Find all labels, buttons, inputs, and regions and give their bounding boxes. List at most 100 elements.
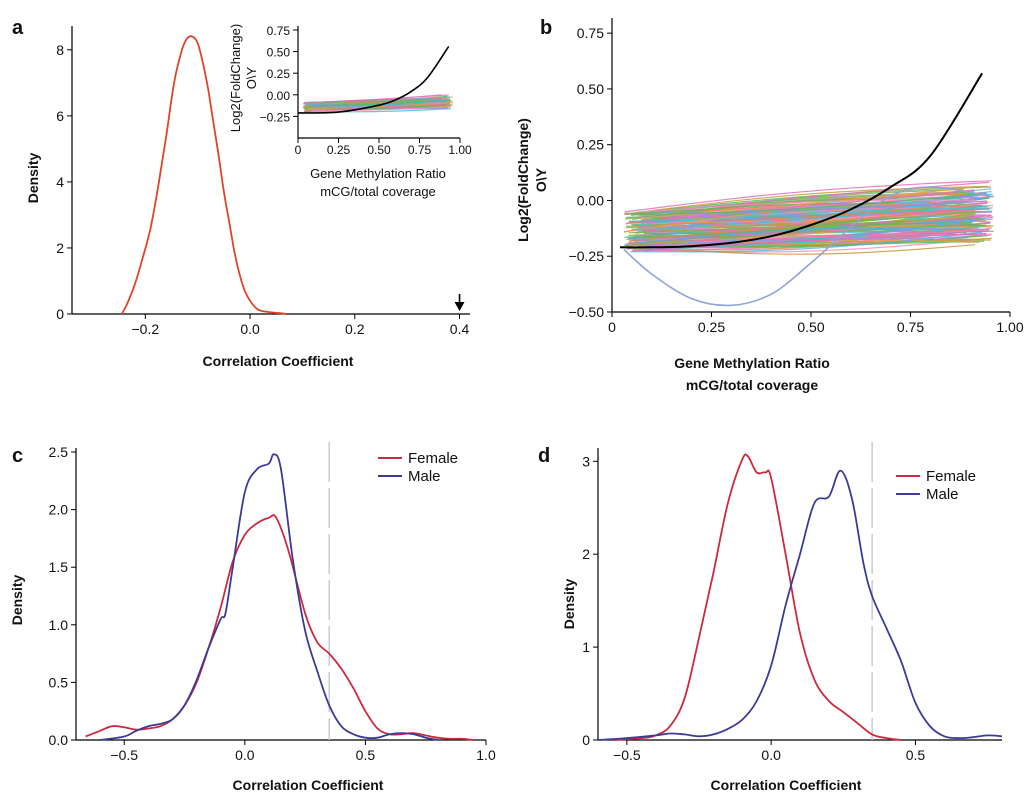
- y-tick-label: 2.0: [49, 502, 69, 518]
- x-tick-label: 0.75: [408, 143, 432, 157]
- panel-letter-a: a: [12, 17, 24, 39]
- y-tick-label: −0.25: [569, 248, 605, 264]
- panel-b-xlabel-line2: mCG/total coverage: [686, 377, 818, 393]
- panel-a-inset: Log2(FoldChange) O\Y Gene Methylation Ra…: [228, 24, 472, 199]
- y-tick-label: 0.0: [49, 732, 69, 748]
- panel-a-density-plot: −0.2 0.0 0.2 0.4 0 2 4 6 8: [56, 26, 470, 337]
- x-tick-label: 0.25: [698, 319, 725, 335]
- y-tick-label: 0.5: [49, 674, 69, 690]
- panel-b-plot: 0 0.25 0.50 0.75 1.00 −0.50 −0.25 0.00 0.25 0.50 0…: [569, 18, 1024, 335]
- y-tick-label: 1.5: [49, 559, 69, 575]
- inset-ylabel-line2: O\Y: [244, 66, 259, 89]
- y-tick-label: 1: [582, 639, 590, 655]
- gene-fit-line: [646, 207, 991, 225]
- y-tick-label: 0.75: [577, 25, 604, 41]
- gene-fit-line: [637, 186, 992, 214]
- y-tick-label: 0: [56, 306, 64, 322]
- x-tick-label: 0.0: [235, 747, 255, 763]
- y-tick-label: 6: [56, 108, 64, 124]
- y-tick-label: −0.25: [260, 110, 291, 124]
- panel-letter-d: d: [538, 445, 550, 467]
- legend-label-male: Male: [926, 486, 959, 503]
- inset-plot: 0 0.25 0.50 0.75 1.00 −0.25 0.00 0.25 0.50 0.75: [260, 24, 472, 157]
- panel-d-xlabel: Correlation Coefficient: [711, 777, 862, 793]
- y-tick-label: 2.5: [49, 444, 69, 460]
- x-tick-label: −0.5: [110, 747, 138, 763]
- panel-a: a Density Correlation Coefficient −0.2 0.…: [12, 17, 472, 369]
- x-tick-label: 0.5: [906, 747, 926, 763]
- y-tick-label: 0.00: [267, 89, 291, 103]
- y-tick-label: 0.75: [267, 24, 291, 38]
- y-tick-label: 0.25: [267, 67, 291, 81]
- y-tick-label: 2: [56, 240, 64, 256]
- inset-xlabel-line2: mCG/total coverage: [320, 184, 436, 199]
- density-curve: [120, 35, 287, 315]
- panel-c-xlabel: Correlation Coefficient: [233, 777, 384, 793]
- gene-fit-line: [631, 192, 987, 216]
- x-tick-label: 1.0: [476, 747, 496, 763]
- panel-c-plot: −0.5 0.0 0.5 1.0 0.0 0.5 1.0 1.5 2.0 2.5 FemaleMal…: [49, 442, 496, 763]
- x-tick-label: 0.50: [797, 319, 824, 335]
- y-tick-label: 0.50: [577, 81, 604, 97]
- y-tick-label: 3: [582, 453, 590, 469]
- gene-fit-line: [624, 185, 989, 215]
- arrow-head: [454, 302, 465, 311]
- overall-fit-curve: [619, 72, 983, 249]
- x-tick-label: 0.25: [327, 143, 351, 157]
- x-tick-label: 0.75: [897, 319, 924, 335]
- x-tick-label: 0.0: [240, 321, 260, 337]
- gene-fit-line: [624, 180, 992, 213]
- y-tick-label: 1.0: [49, 617, 69, 633]
- y-tick-label: 4: [56, 174, 64, 190]
- legend-label-male: Male: [408, 468, 441, 485]
- inset-overall-fit-curve: [297, 45, 450, 114]
- panel-d-ylabel: Density: [561, 579, 577, 630]
- x-tick-label: 0: [608, 319, 616, 335]
- x-tick-label: 0.4: [450, 321, 470, 337]
- panel-a-ylabel: Density: [25, 153, 41, 204]
- density-curve-male: [99, 453, 438, 741]
- y-tick-label: 8: [56, 42, 64, 58]
- x-tick-label: −0.2: [131, 321, 159, 337]
- gene-fit-line: [631, 189, 975, 223]
- panel-c: c Density Correlation Coefficient −0.5 0.…: [9, 442, 496, 793]
- panel-letter-b: b: [540, 17, 552, 39]
- panel-letter-c: c: [12, 445, 23, 467]
- gene-fit-line: [636, 203, 971, 227]
- inset-xlabel-line1: Gene Methylation Ratio: [310, 166, 446, 181]
- density-curve-male: [597, 469, 1003, 741]
- inset-fit-line: [306, 100, 445, 104]
- inset-ylabel-line1: Log2(FoldChange): [228, 24, 243, 132]
- x-tick-label: 0.50: [367, 143, 391, 157]
- panel-b-xlabel-line1: Gene Methylation Ratio: [674, 355, 830, 371]
- y-tick-label: 2: [582, 546, 590, 562]
- gene-fit-line: [635, 229, 973, 251]
- y-tick-label: 0.50: [267, 46, 291, 60]
- gene-fit-line: [645, 209, 963, 230]
- inset-fit-line: [312, 106, 452, 112]
- density-curve-female: [85, 514, 474, 741]
- panel-d: d Density Correlation Coefficient −0.5 0.…: [538, 442, 1003, 793]
- panel-a-arrow-marker: [454, 294, 465, 311]
- gene-fit-line: [639, 200, 988, 218]
- gene-fit-line: [632, 188, 964, 220]
- density-curve-female: [612, 453, 902, 741]
- panel-b-ylabel-line2: O\Y: [533, 167, 549, 192]
- x-tick-label: 1.00: [448, 143, 472, 157]
- y-tick-label: 0.25: [577, 137, 604, 153]
- panel-c-ylabel: Density: [9, 575, 25, 626]
- y-tick-label: 0.00: [577, 192, 604, 208]
- gene-fit-line: [645, 229, 978, 243]
- inset-fit-line: [304, 103, 451, 112]
- gene-fit-line: [636, 203, 974, 231]
- x-tick-label: 1.00: [996, 319, 1023, 335]
- y-tick-label: −0.50: [569, 304, 605, 320]
- x-tick-label: 0.2: [345, 321, 365, 337]
- x-tick-label: 0.5: [356, 747, 376, 763]
- inset-fit-line: [303, 98, 443, 104]
- x-tick-label: −0.5: [613, 747, 641, 763]
- panel-b-ylabel-line1: Log2(FoldChange): [515, 118, 531, 242]
- x-tick-label: 0: [295, 143, 302, 157]
